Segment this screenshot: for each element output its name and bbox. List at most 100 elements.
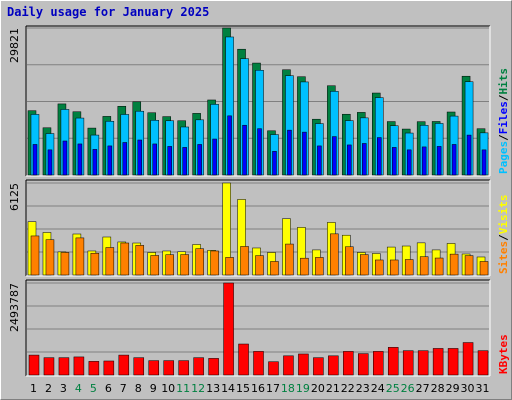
bar-pages-day-12 xyxy=(197,144,202,176)
bar-pages-day-26 xyxy=(406,149,412,176)
bar-pages-day-6 xyxy=(107,145,113,176)
bar-pages-day-22 xyxy=(347,144,352,176)
legend-part: Pages xyxy=(497,141,510,174)
bar-kbytes-day-19 xyxy=(298,353,309,376)
legend-middle: Sites/Visits xyxy=(497,195,510,275)
legend-part: Sites xyxy=(497,241,510,274)
bar-sites-day-4 xyxy=(75,237,85,276)
bar-pages-day-23 xyxy=(362,143,367,176)
bar-pages-day-30 xyxy=(466,134,472,176)
x-tick-label-day-25: 25 xyxy=(386,382,400,395)
bar-kbytes-day-27 xyxy=(417,350,429,376)
x-tick-label-day-12: 12 xyxy=(191,382,205,395)
x-tick-label-day-22: 22 xyxy=(341,382,355,395)
legend-bottom: KBytes xyxy=(497,334,510,374)
bar-kbytes-day-16 xyxy=(253,351,264,376)
bar-sites-day-20 xyxy=(315,257,324,276)
bar-kbytes-day-1 xyxy=(28,354,40,376)
bar-pages-day-11 xyxy=(182,147,187,176)
bar-pages-day-14 xyxy=(227,115,232,176)
bar-sites-day-11 xyxy=(180,254,189,276)
x-tick-label-day-1: 1 xyxy=(30,382,37,395)
y-tick-label: 2493787 xyxy=(8,283,21,332)
bar-sites-day-2 xyxy=(45,239,55,276)
bar-sites-day-8 xyxy=(135,245,145,276)
bar-kbytes-day-23 xyxy=(358,353,369,376)
bar-kbytes-day-29 xyxy=(447,348,459,376)
bar-pages-day-8 xyxy=(137,139,143,176)
bar-sites-day-31 xyxy=(479,261,489,276)
bar-kbytes-day-24 xyxy=(373,351,384,376)
bar-sites-day-28 xyxy=(434,257,444,276)
bar-sites-day-21 xyxy=(330,233,339,276)
bar-pages-day-31 xyxy=(481,149,487,176)
x-tick-label-day-21: 21 xyxy=(326,382,340,395)
bar-pages-day-25 xyxy=(391,147,397,176)
bar-kbytes-day-13 xyxy=(208,358,219,376)
legend-part: / xyxy=(497,234,510,241)
x-tick-label-day-27: 27 xyxy=(416,382,430,395)
bar-pages-day-17 xyxy=(272,151,277,176)
bar-kbytes-day-7 xyxy=(118,354,130,376)
bar-pages-day-20 xyxy=(317,145,322,176)
x-tick-label-day-5: 5 xyxy=(90,382,97,395)
bar-sites-day-29 xyxy=(449,253,459,276)
x-tick-label-day-19: 19 xyxy=(296,382,310,395)
bar-sites-day-7 xyxy=(120,242,130,276)
bar-kbytes-day-28 xyxy=(432,348,444,376)
x-tick-label-day-13: 13 xyxy=(206,382,220,395)
legend-part: / xyxy=(497,134,510,141)
x-tick-label-day-20: 20 xyxy=(311,382,325,395)
bar-pages-day-29 xyxy=(451,144,457,176)
bar-sites-day-30 xyxy=(464,255,474,276)
bar-sites-day-10 xyxy=(165,254,174,276)
x-tick-label-day-3: 3 xyxy=(60,382,67,395)
x-tick-label-day-24: 24 xyxy=(371,382,385,395)
bar-kbytes-day-30 xyxy=(462,342,474,376)
bar-pages-day-1 xyxy=(32,144,38,176)
bar-kbytes-day-10 xyxy=(163,360,174,376)
bar-kbytes-day-18 xyxy=(283,355,294,376)
x-tick-label-day-6: 6 xyxy=(105,382,112,395)
y-tick-label: 29821 xyxy=(8,28,21,63)
bar-kbytes-day-2 xyxy=(43,357,55,376)
bar-sites-day-25 xyxy=(389,259,399,276)
legend-part: Visits xyxy=(497,195,510,235)
bar-sites-day-1 xyxy=(30,235,40,276)
bar-pages-day-13 xyxy=(212,138,217,176)
x-tick-label-day-14: 14 xyxy=(221,382,235,395)
x-tick-label-day-23: 23 xyxy=(356,382,370,395)
x-tick-label-day-31: 31 xyxy=(476,382,490,395)
bar-pages-day-27 xyxy=(421,146,427,176)
bar-sites-day-13 xyxy=(210,250,219,276)
bar-kbytes-day-22 xyxy=(343,351,354,376)
bar-kbytes-day-3 xyxy=(58,357,70,376)
bar-sites-day-5 xyxy=(90,252,100,276)
bar-kbytes-day-4 xyxy=(73,356,85,376)
legend-part: KBytes xyxy=(497,334,510,374)
bar-kbytes-day-25 xyxy=(387,347,399,376)
bar-sites-day-19 xyxy=(300,257,309,276)
bar-pages-day-21 xyxy=(332,136,337,176)
bar-pages-day-16 xyxy=(257,128,262,176)
x-tick-label-day-30: 30 xyxy=(461,382,475,395)
bar-pages-day-15 xyxy=(242,124,247,176)
bar-kbytes-day-17 xyxy=(268,361,279,376)
bar-sites-day-26 xyxy=(404,259,414,276)
bar-kbytes-day-11 xyxy=(178,360,189,376)
bar-sites-day-9 xyxy=(150,255,159,276)
bar-sites-day-17 xyxy=(270,261,279,276)
bar-pages-day-3 xyxy=(62,140,68,176)
x-tick-label-day-9: 9 xyxy=(150,382,157,395)
legend-top: Pages/Files/Hits xyxy=(497,68,510,174)
bar-sites-day-18 xyxy=(285,243,294,276)
bar-pages-day-7 xyxy=(122,142,128,176)
bar-sites-day-22 xyxy=(345,246,354,276)
panel-top: 29821 xyxy=(8,25,491,177)
bar-sites-day-12 xyxy=(195,248,204,276)
bar-sites-day-27 xyxy=(419,256,429,276)
chart-title: Daily usage for January 2025 xyxy=(7,5,210,19)
x-tick-label-day-2: 2 xyxy=(45,382,52,395)
x-tick-label-day-28: 28 xyxy=(431,382,445,395)
